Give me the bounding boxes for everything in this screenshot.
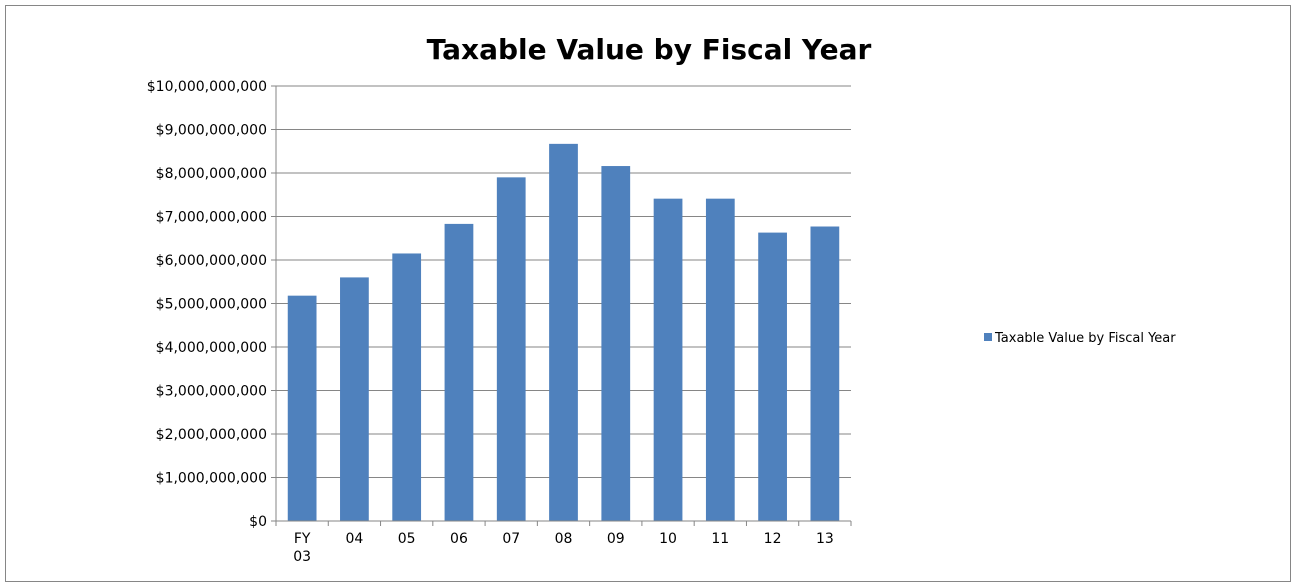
bar-chart: Taxable Value by Fiscal Year $0 $1,000,00… <box>147 33 1177 565</box>
y-tick-label: $5,000,000,000 <box>156 297 267 313</box>
y-tick-label: $4,000,000,000 <box>156 340 267 356</box>
bar <box>810 226 840 521</box>
y-tick-label: $0 <box>249 514 267 530</box>
x-tick-label: 11 <box>711 531 729 547</box>
axes <box>271 85 852 526</box>
legend-label: Taxable Value by Fiscal Year <box>994 331 1176 346</box>
bar <box>653 198 683 522</box>
x-tick-label: 06 <box>450 531 468 547</box>
bar <box>705 198 735 522</box>
y-tick-label: $2,000,000,000 <box>156 427 267 443</box>
x-tick-label: 09 <box>607 531 625 547</box>
y-tick-label: $1,000,000,000 <box>156 471 267 487</box>
x-tick-label: 08 <box>555 531 573 547</box>
y-tick-label: $6,000,000,000 <box>156 253 267 269</box>
legend-swatch <box>984 333 992 341</box>
y-tick-label: $8,000,000,000 <box>156 166 267 182</box>
x-tick-label: 12 <box>764 531 782 547</box>
x-tick-label: 13 <box>816 531 834 547</box>
x-tick-label: FY 03 <box>293 531 311 565</box>
legend: Taxable Value by Fiscal Year <box>984 331 1176 346</box>
y-tick-labels: $0 $1,000,000,000 $2,000,000,000 $3,000,000… <box>147 79 267 530</box>
bar <box>340 277 369 521</box>
bar <box>549 143 578 522</box>
bar <box>392 253 422 521</box>
x-tick-label: 10 <box>659 531 677 547</box>
bar <box>496 177 526 521</box>
x-tick-label: 07 <box>502 531 520 547</box>
bar <box>444 223 474 521</box>
bar <box>758 232 787 521</box>
bar <box>601 166 631 522</box>
bars <box>287 143 840 522</box>
x-tick-labels: FY 03 04 05 06 07 08 09 10 11 12 13 <box>293 531 834 565</box>
x-tick-label: 05 <box>398 531 416 547</box>
y-tick-label: $9,000,000,000 <box>156 123 267 139</box>
x-tick-label: 04 <box>345 531 363 547</box>
chart-title: Taxable Value by Fiscal Year <box>427 33 872 66</box>
chart-frame: Taxable Value by Fiscal Year $0 $1,000,00… <box>5 5 1291 582</box>
y-tick-label: $10,000,000,000 <box>147 79 267 95</box>
y-tick-label: $3,000,000,000 <box>156 384 267 400</box>
bar <box>287 295 317 521</box>
y-tick-label: $7,000,000,000 <box>156 210 267 226</box>
